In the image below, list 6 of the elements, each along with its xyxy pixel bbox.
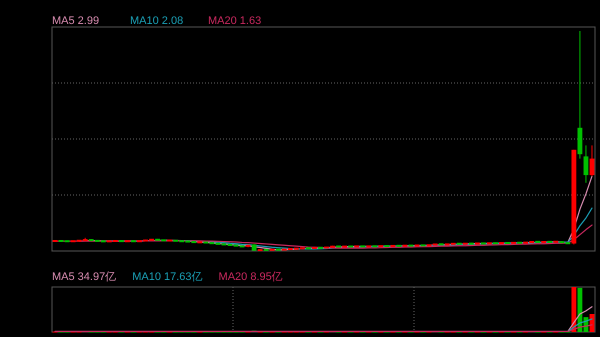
text: MA10 17.63亿 (132, 271, 203, 283)
text: MA10 2.08 (130, 15, 184, 27)
text: MA20 1.63 (208, 15, 262, 27)
text: MA5 34.97亿 (52, 271, 116, 283)
text: MA5 2.99 (52, 15, 100, 27)
text: MA20 8.95亿 (218, 271, 283, 283)
